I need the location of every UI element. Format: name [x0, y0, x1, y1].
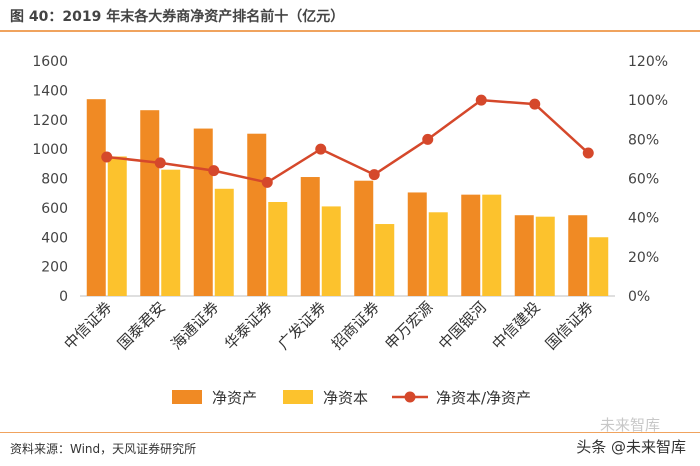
bar-net-assets [514, 215, 534, 296]
chart-title: 图 40：2019 年末各大券商净资产排名前十（亿元） [10, 9, 345, 25]
ratio-point [261, 176, 273, 188]
y-left-tick-label: 600 [41, 201, 68, 217]
bar-net-capital [268, 202, 288, 296]
y-left-tick-label: 1200 [32, 113, 68, 129]
ratio-point [582, 147, 594, 159]
bar-net-assets [247, 133, 267, 296]
bar-net-capital [161, 169, 181, 296]
x-tick-label: 申万宏源 [381, 298, 436, 353]
y-right-tick-label: 60% [628, 172, 659, 188]
chart: 0 200 400 600 800 1000 1200 1400 1600 0% 20% 40% 60%… [32, 54, 668, 407]
ratio-point [208, 165, 220, 177]
y-right-tick-label: 80% [628, 132, 659, 148]
ratio-point [422, 133, 434, 145]
y-left-tick-label: 0 [59, 289, 68, 305]
bar-net-capital [589, 237, 609, 296]
x-tick-label: 广发证券 [274, 298, 329, 353]
source-note: 资料来源：Wind，天风证券研究所 [10, 442, 197, 456]
bar-net-capital [375, 224, 395, 296]
legend-label-ratio: 净资本/净资产 [436, 389, 531, 407]
y-right-tick-label: 0% [628, 289, 650, 305]
y-left-tick-label: 200 [41, 260, 68, 276]
bar-net-capital [482, 194, 502, 296]
ratio-line [106, 98, 590, 184]
ratio-point [101, 151, 113, 163]
bar-net-assets [193, 128, 213, 296]
legend-swatch-ratio-point [404, 391, 416, 403]
bar-net-capital [107, 156, 127, 296]
ratio-point [315, 143, 327, 155]
legend-swatch-net-assets [172, 390, 202, 404]
y-left-tick-label: 800 [41, 172, 68, 188]
y-right-tick-label: 120% [628, 54, 668, 70]
bar-net-assets [461, 194, 481, 296]
watermark-faint: 未来智库 [599, 416, 660, 434]
bar-net-assets [140, 110, 160, 296]
x-tick-label: 招商证券 [328, 298, 383, 353]
title-divider [0, 30, 700, 32]
bar-net-assets [354, 180, 374, 296]
x-tick-label: 海通证券 [167, 298, 222, 353]
y-left-tick-label: 1400 [32, 83, 68, 99]
ratio-point [154, 157, 166, 169]
y-left-tick-label: 400 [41, 230, 68, 246]
bar-net-assets [568, 215, 588, 296]
x-tick-label: 中信建投 [488, 298, 543, 353]
legend-swatch-net-capital [283, 390, 313, 404]
bar-net-assets [86, 99, 106, 296]
legend-label-net-assets: 净资产 [212, 389, 257, 407]
x-tick-label: 国信证券 [542, 298, 597, 353]
ratio-point [475, 94, 487, 106]
y-right-tick-label: 20% [628, 250, 659, 266]
y-right-tick-label: 100% [628, 93, 668, 109]
ratio-point [368, 169, 380, 181]
x-tick-label: 中信证券 [60, 298, 115, 353]
bar-net-capital [535, 216, 555, 296]
y-left-tick-label: 1000 [32, 142, 68, 158]
bar-net-capital [321, 206, 341, 296]
bar-net-assets [407, 192, 427, 296]
x-tick-label: 国泰君安 [114, 298, 169, 353]
watermark: 头条 @未来智库 [572, 436, 690, 457]
x-tick-label: 中国银河 [435, 298, 490, 353]
legend-label-net-capital: 净资本 [323, 389, 368, 407]
y-left-tick-label: 1600 [32, 54, 68, 70]
bar-net-assets [300, 177, 320, 296]
source-divider [0, 432, 700, 433]
y-right-tick-label: 40% [628, 211, 659, 227]
bar-net-capital [428, 212, 448, 296]
x-tick-label: 华泰证券 [221, 298, 276, 353]
ratio-point [529, 98, 541, 110]
bar-net-capital [214, 188, 234, 296]
